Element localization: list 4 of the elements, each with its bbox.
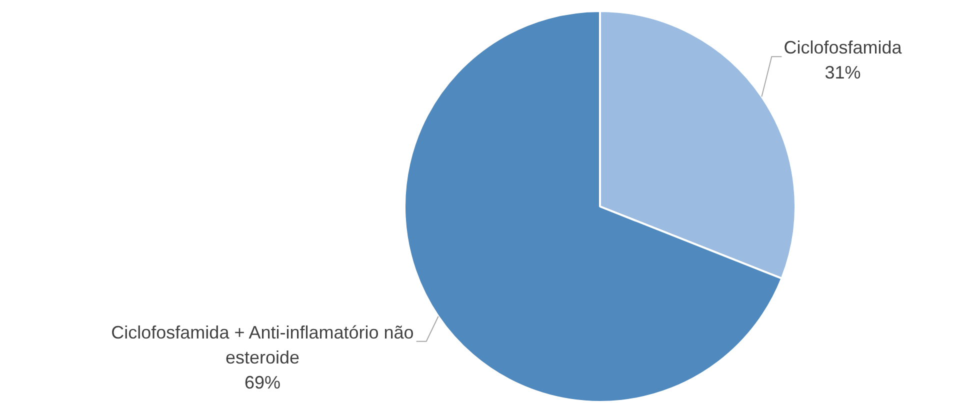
data-label: 31% [824, 62, 861, 83]
slice-label: Ciclofosfamida + Anti-inflamatório não esteroide [111, 322, 414, 368]
data-label: 69% [244, 372, 280, 392]
slice-label: Ciclofosfamida [784, 38, 903, 58]
